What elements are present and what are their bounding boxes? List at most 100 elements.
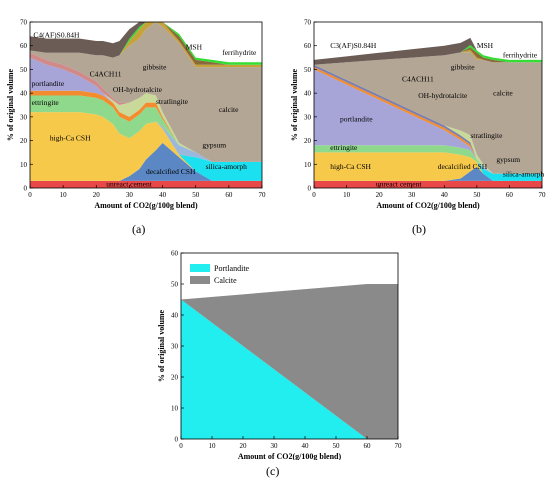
x-tick-label: 20 — [240, 442, 248, 450]
annotation-gibbsite: gibbsite — [451, 62, 475, 71]
annotation-ettringite: ettringite — [32, 98, 60, 107]
x-tick-label: 0 — [28, 191, 32, 199]
area-calcite — [314, 52, 542, 174]
annotation-oh-hydrotalcite: OH-hydrotalcite — [418, 91, 468, 100]
annotation-msh: MSH — [477, 41, 494, 50]
plot-frame — [313, 21, 543, 189]
area-ettringite — [314, 145, 542, 174]
annotation-c4ach11: C4ACH11 — [402, 74, 434, 83]
x-tick-label: 10 — [60, 191, 68, 199]
y-tick-label: 70 — [304, 19, 312, 27]
y-tick-label: 10 — [171, 405, 179, 413]
annotation-msh: MSH — [186, 42, 203, 51]
annotation-c3-af-s0-84h: C3(AF)S0.84H — [330, 41, 377, 50]
y-tick-label: 10 — [20, 161, 28, 169]
y-tick-label: 10 — [304, 161, 312, 169]
legend-label-portlandite: Portlandite — [214, 264, 250, 273]
annotation-ferrihydrite: ferrihydrite — [503, 51, 538, 60]
annotation-calcite: calcite — [219, 105, 239, 114]
area-decalcified-csh — [314, 166, 542, 181]
annotation-c4ach11: C4ACH11 — [90, 70, 122, 79]
y-tick-label: 0 — [308, 185, 312, 193]
x-tick-label: 10 — [209, 442, 217, 450]
area-silica-amorph — [314, 152, 542, 181]
annotation-calcite: calcite — [493, 89, 513, 98]
x-tick-label: 60 — [506, 191, 514, 199]
x-tick-label: 40 — [302, 442, 310, 450]
x-tick-label: 10 — [343, 191, 351, 199]
area-portlandite — [30, 57, 262, 162]
y-tick-label: 50 — [304, 66, 312, 74]
annotation-stratlingite: stratlingite — [156, 97, 189, 106]
plot-frame — [29, 21, 263, 189]
area-calcite — [30, 22, 262, 162]
legend-swatch-portlandite — [190, 264, 210, 272]
annotation-ferrihydrite: ferrihydrite — [222, 48, 257, 57]
annotation-decalcified-csh: decalcified CSH — [438, 162, 488, 171]
y-tick-label: 20 — [20, 137, 28, 145]
y-axis-label: % of original volume — [157, 309, 166, 382]
x-tick-label: 70 — [395, 442, 403, 450]
y-tick-label: 60 — [304, 42, 312, 50]
x-tick-label: 0 — [179, 442, 183, 450]
annotation-high-ca-csh: high-Ca CSH — [50, 134, 91, 143]
annotation-stratlingite: stratlingite — [470, 131, 503, 140]
x-axis-label: Amount of CO2(g/100g blend) — [238, 452, 342, 460]
area-portlandite — [181, 299, 398, 439]
x-axis-label: Amount of CO2(g/100g blend) — [94, 201, 198, 210]
annotation-gypsum: gypsum — [496, 155, 520, 164]
y-tick-label: 70 — [20, 19, 28, 27]
y-tick-label: 40 — [304, 90, 312, 98]
annotation-ettringite: ettringite — [330, 143, 358, 152]
annotation-c4-af-s0-84h: C4(AF)S0.84H — [33, 30, 80, 39]
panel-label-a: (a) — [132, 222, 146, 236]
y-tick-label: 50 — [171, 281, 179, 289]
x-tick-label: 50 — [192, 191, 200, 199]
chart-a: 0 10 20 30 40 50 60 70 0 10 20 30 40 50 60 70 Amount of … — [6, 19, 267, 211]
area-c3-af-s0-84h — [314, 37, 542, 65]
area-unreacted-cement — [314, 180, 542, 188]
y-tick-label: 20 — [304, 137, 312, 145]
y-tick-label: 60 — [171, 250, 179, 258]
area-silica-amorph — [30, 112, 262, 181]
x-tick-label: 30 — [271, 442, 279, 450]
panel-label-c: (c) — [266, 464, 280, 478]
y-tick-label: 40 — [20, 90, 28, 98]
area-unreacted-cement — [30, 180, 262, 188]
y-tick-label: 60 — [20, 42, 28, 50]
annotation-decalcified-csh: decalcified CSH — [146, 167, 196, 176]
y-tick-label: 50 — [20, 66, 28, 74]
area-high-ca-csh — [30, 112, 262, 181]
annotation-silica-amorph: silica-amorph — [503, 170, 544, 179]
area-ettringite — [30, 95, 262, 162]
y-tick-label: 0 — [24, 185, 28, 193]
y-tick-label: 30 — [304, 113, 312, 121]
x-tick-label: 70 — [539, 191, 547, 199]
annotation-silica-amorph: silica-amorph — [206, 162, 247, 171]
y-tick-label: 40 — [171, 312, 179, 320]
chart-c: 0 10 20 30 40 50 60 70 0 10 20 30 40 50 60 Amount of CO… — [157, 250, 403, 461]
annotation-gibbsite: gibbsite — [143, 62, 167, 71]
x-tick-label: 60 — [364, 442, 372, 450]
chart-b: 0 10 20 30 40 50 60 70 0 10 20 30 40 50 60 70 Amount of … — [290, 19, 547, 211]
y-tick-label: 0 — [175, 436, 179, 444]
area-gypsum — [314, 152, 542, 174]
legend-label-calcite: Calcite — [214, 276, 237, 285]
area-calcite — [181, 284, 398, 439]
annotation-high-ca-csh: high-Ca CSH — [330, 162, 371, 171]
x-tick-label: 50 — [473, 191, 481, 199]
area-oh-hydrotalcite — [30, 90, 262, 162]
y-tick-label: 20 — [171, 374, 179, 382]
x-tick-label: 20 — [93, 191, 101, 199]
annotation-oh-hydrotalcite: OH-hydrotalcite — [113, 85, 163, 94]
x-axis-label: Amount of CO2(g/100g blend) — [376, 201, 480, 210]
area-c4ach11 — [314, 64, 542, 174]
x-tick-label: 40 — [159, 191, 167, 199]
panel-label-b: (b) — [412, 222, 426, 236]
x-tick-label: 60 — [225, 191, 233, 199]
x-tick-label: 70 — [259, 191, 267, 199]
x-tick-label: 30 — [408, 191, 416, 199]
legend-swatch-calcite — [190, 276, 210, 284]
x-tick-label: 50 — [333, 442, 341, 450]
area-c4-af-s0-84h — [30, 22, 262, 63]
